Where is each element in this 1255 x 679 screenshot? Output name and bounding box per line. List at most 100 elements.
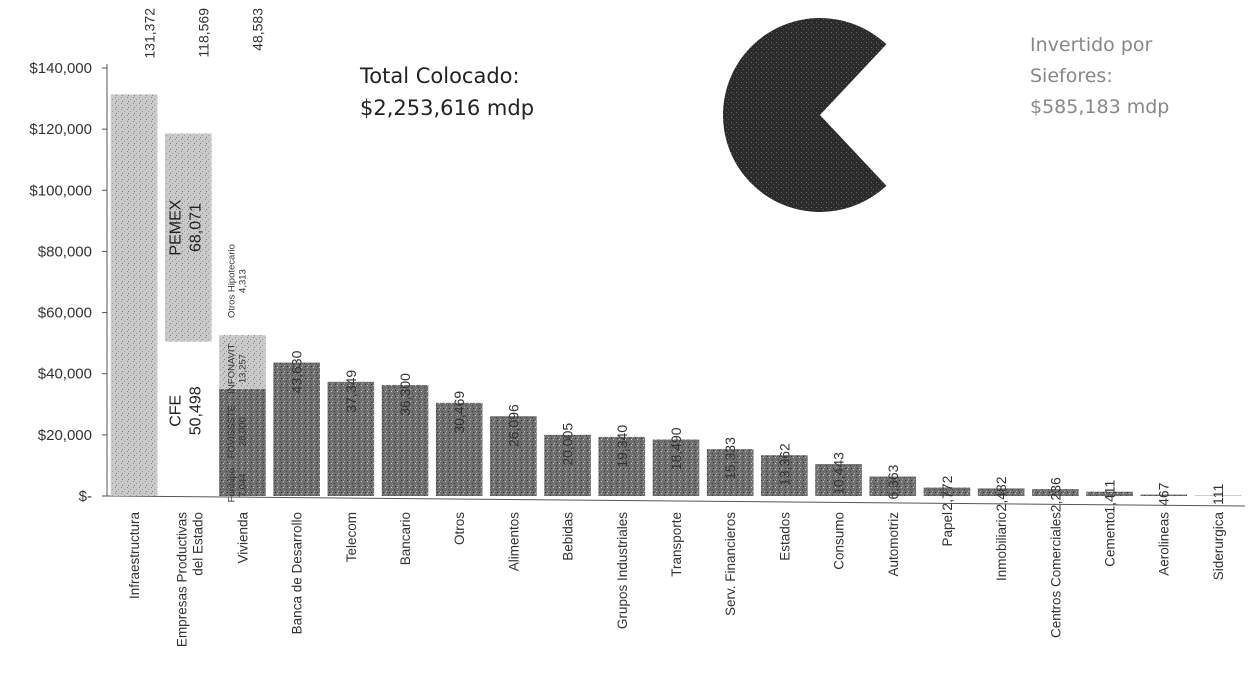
y-tick-label: $40,000: [38, 366, 92, 383]
bar: [706, 449, 754, 496]
bar-segment: [164, 133, 212, 342]
bar: [977, 488, 1025, 496]
value-label: 10,443: [831, 452, 847, 495]
category-label: Siderurgica: [1211, 512, 1226, 581]
value-labels: 131,372 118,569 48,583 43,630 37,349 36,300 30…: [141, 8, 1226, 514]
total-placed-title: Total Colocado:: [360, 64, 520, 88]
category-label: Inmobiliario: [994, 512, 1009, 581]
bar-segment: [219, 474, 266, 496]
y-tick-label: $60,000: [38, 305, 92, 322]
value-label: 2,772: [939, 475, 955, 510]
category-label: Bancario: [398, 512, 413, 565]
category-label: Automotriz: [886, 512, 901, 577]
category-label: Centros Comerciales: [1048, 512, 1063, 638]
bar: [652, 439, 700, 496]
bar: [761, 455, 808, 496]
siefores-title-2: Siefores:: [1030, 65, 1113, 87]
category-label: Otros: [452, 512, 467, 545]
bar: [869, 476, 917, 496]
category-label-line: Empresas Productivas: [174, 512, 189, 647]
segment-label: 50,498: [187, 386, 204, 435]
category-label: Bebidas: [561, 512, 576, 561]
value-label: 13,362: [776, 443, 792, 486]
bar-segment: [219, 348, 266, 389]
category-label: Alimentos: [506, 512, 521, 572]
value-label: 131,372: [141, 8, 157, 59]
segment-label: FOVISSSTE: [226, 405, 237, 458]
value-label: 15,333: [722, 437, 738, 480]
value-label: 26,096: [505, 404, 521, 447]
value-label: 1,411: [1102, 479, 1118, 513]
category-label: Estados: [777, 512, 792, 561]
segment-label: 13,257: [237, 354, 248, 383]
bar: [327, 381, 375, 496]
bar-segment: [219, 335, 266, 349]
bar: [1032, 489, 1079, 496]
bar: [544, 434, 591, 496]
category-label: Vivienda: [235, 512, 250, 564]
category-label: Transporte: [669, 512, 684, 577]
bar: [381, 385, 429, 496]
category-label-line: del Estado: [190, 512, 205, 576]
y-tick-label: $-: [79, 488, 92, 505]
value-label: 48,583: [250, 8, 266, 51]
value-label: 43,630: [289, 350, 305, 393]
bar: [1140, 494, 1188, 496]
bar: [923, 487, 971, 496]
bar: [490, 416, 537, 496]
value-label: 19,340: [614, 425, 630, 468]
total-placed-annotation: Total Colocado: $2,253,616 mdp: [360, 60, 600, 124]
y-tick-label: $100,000: [29, 182, 92, 199]
siefores-title-1: Invertido por: [1030, 34, 1153, 56]
bar: [110, 94, 158, 497]
bar: [273, 362, 320, 496]
y-tick-label: $140,000: [29, 60, 92, 77]
value-label: 20,005: [560, 423, 576, 466]
x-axis-line: [106, 495, 1246, 507]
y-tick-label: $120,000: [29, 121, 92, 138]
segment-label: CFE: [167, 395, 184, 427]
value-label: 6,363: [885, 464, 901, 499]
bar: [815, 464, 862, 496]
y-axis: $- $20,000 $40,000 $60,000 $80,000 $100,000 $1…: [29, 60, 1246, 507]
category-label: Infraestructura: [127, 512, 142, 600]
segment-label: 28,000: [237, 417, 248, 446]
bar: [435, 402, 483, 496]
bar-segment: [164, 341, 212, 496]
category-label: Consumo: [832, 512, 847, 570]
value-label: 111: [1210, 483, 1226, 504]
value-label: 18,490: [668, 427, 684, 470]
category-label: Aerolineas: [1157, 512, 1172, 576]
value-label: 36,300: [397, 373, 413, 416]
category-label: Empresas Productivasdel Estado: [174, 512, 205, 647]
bars: [110, 94, 1242, 497]
total-placed-value: $2,253,616 mdp: [360, 96, 535, 120]
y-tick-label: $80,000: [38, 243, 92, 260]
category-label: Grupos Industriales: [615, 512, 630, 629]
category-label: Telecom: [344, 512, 359, 562]
category-label: Papel: [940, 512, 955, 547]
value-label: 118,569: [195, 8, 211, 58]
category-label: Serv. Financieros: [723, 512, 738, 616]
segment-label: INFONAVIT: [226, 343, 237, 393]
bar: [1086, 491, 1133, 496]
category-labels: Infraestructura Empresas Productivasdel E…: [127, 512, 1226, 648]
segment-label: 68,071: [187, 203, 204, 252]
bar-segment: [219, 388, 266, 475]
pie-chart: [723, 17, 887, 213]
category-label: Cemento: [1103, 512, 1118, 567]
value-label: 467: [1156, 482, 1172, 506]
siefores-annotation: Invertido por Siefores: $585,183 mdp: [1030, 30, 1245, 123]
siefores-value: $585,183 mdp: [1030, 96, 1170, 118]
segment-label: Otros Hipotecario: [226, 244, 237, 318]
segment-label: 7,044: [237, 473, 248, 497]
segment-label: Fonhipo: [226, 468, 237, 502]
value-label: 2,236: [1047, 477, 1063, 512]
value-label: 37,349: [343, 370, 359, 413]
pie-slice-total: [723, 17, 887, 213]
value-label: 30,469: [451, 391, 467, 434]
value-label: 2,482: [993, 476, 1009, 511]
bar: [598, 436, 646, 496]
segment-label: PEMEX: [167, 199, 184, 255]
